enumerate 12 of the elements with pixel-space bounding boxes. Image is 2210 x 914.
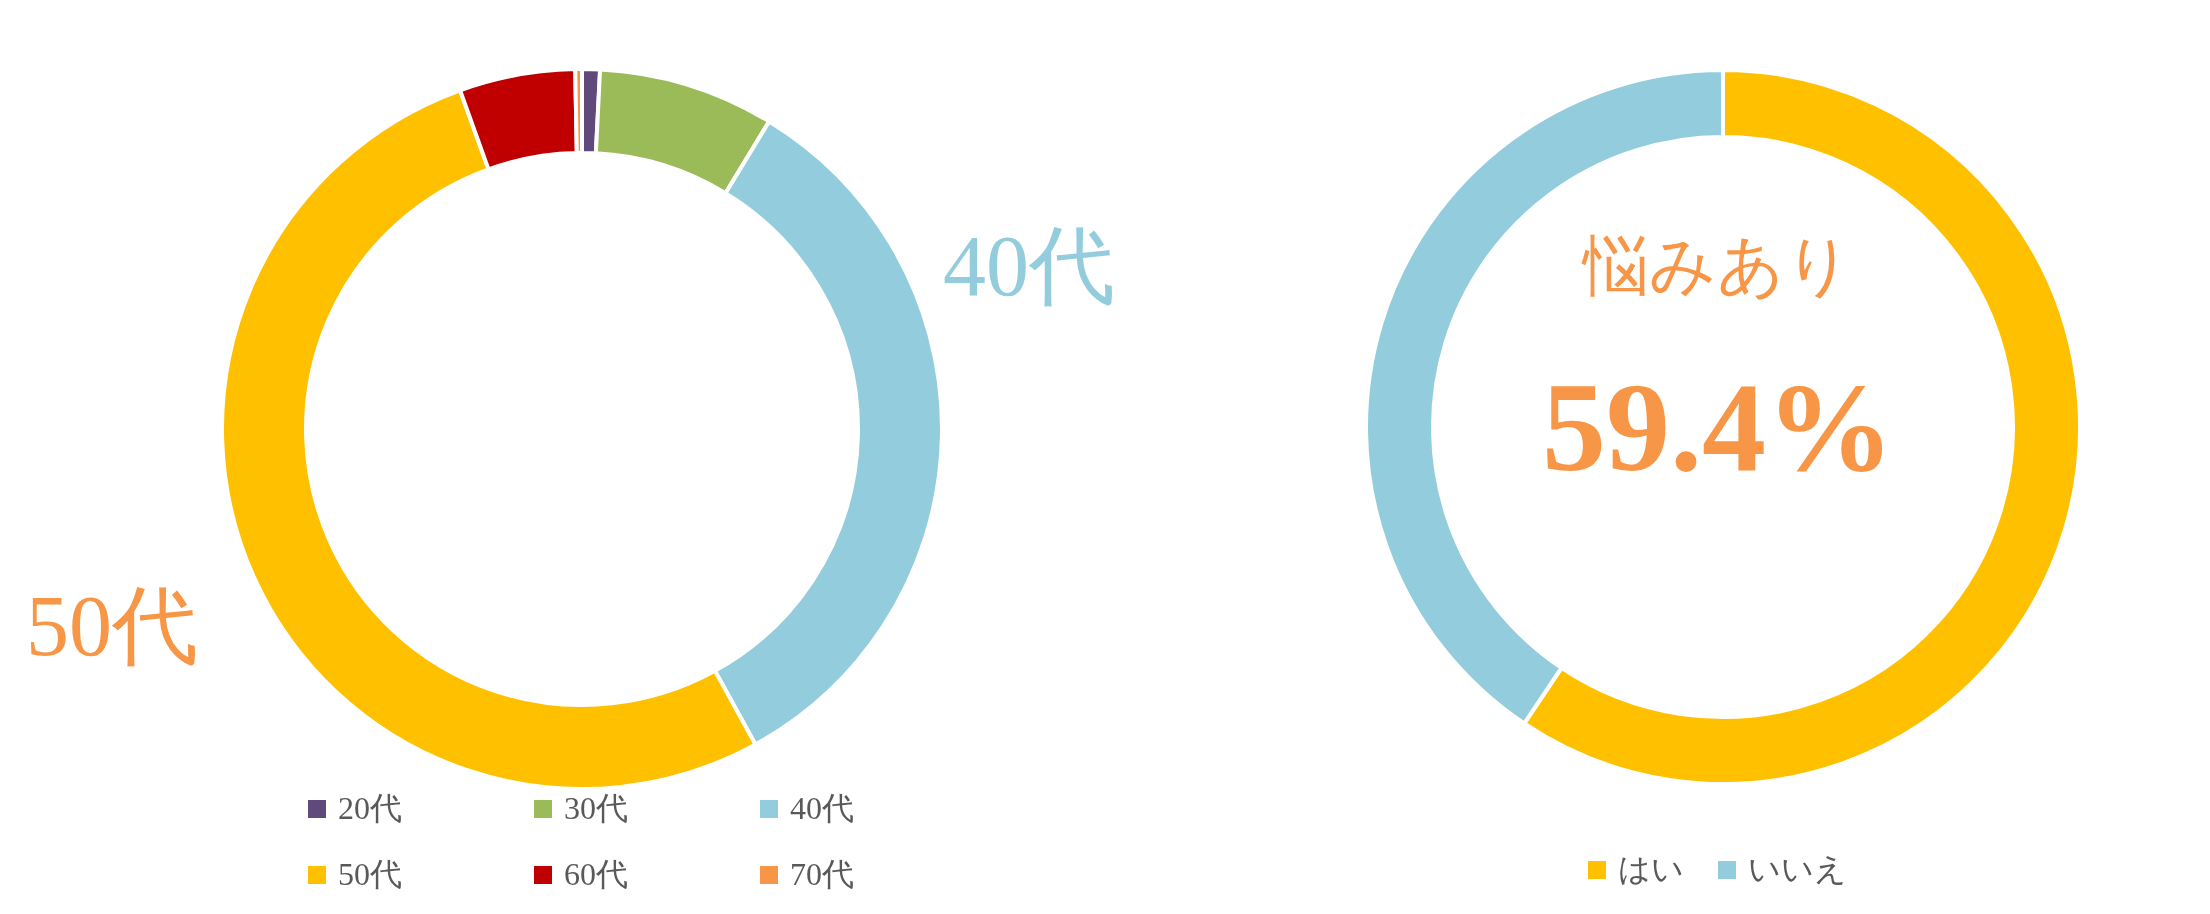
legend-label: いいえ: [1748, 849, 1847, 890]
legend-label: 60代: [564, 855, 628, 894]
legend-label: 20代: [338, 789, 402, 828]
text: 40代: [943, 218, 1115, 314]
text: 悩みあり: [1580, 229, 1854, 302]
legend-label: 40代: [790, 789, 854, 828]
legend-label: 50代: [338, 855, 402, 894]
legend-label: 70代: [790, 855, 854, 894]
legend-label: 30代: [564, 789, 628, 828]
text: 59.4%: [1541, 356, 1895, 498]
legend-label: はい: [1618, 849, 1684, 890]
text: 50代: [26, 578, 198, 674]
